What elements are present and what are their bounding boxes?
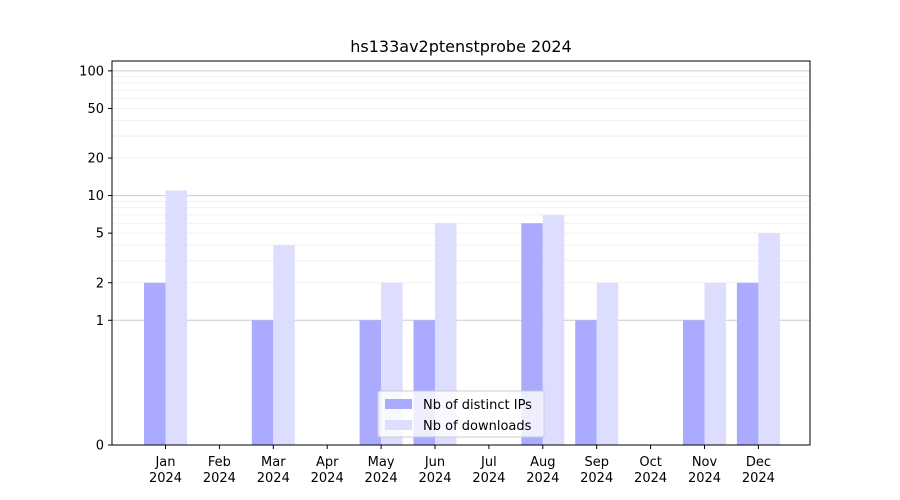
x-tick-label: Mar 2024: [257, 455, 290, 486]
legend-label: Nb of downloads: [423, 419, 532, 434]
y-tick-label: 10: [87, 189, 104, 204]
bar: [683, 320, 705, 445]
x-tick-label: Sep 2024: [580, 455, 613, 486]
x-tick-label: Feb 2024: [203, 455, 236, 486]
bar: [736, 282, 759, 445]
x-axis: Jan 2024 Feb 2024 Mar 2024 Apr 2024 May 2024 Jun 20…: [149, 445, 775, 486]
legend-label: Nb of distinct IPs: [423, 398, 532, 413]
x-tick-label: Oct 2024: [634, 455, 667, 486]
bar: [542, 214, 565, 445]
x-tick-label: Jul 2024: [472, 455, 505, 486]
bar: [251, 320, 274, 445]
y-tick-label: 2: [96, 276, 104, 291]
legend-box: [377, 390, 545, 438]
grid-lines: [112, 70, 810, 321]
bar: [575, 320, 597, 445]
x-tick-label: Jun 2024: [418, 455, 451, 486]
x-tick-label: Apr 2024: [311, 455, 344, 486]
bar: [521, 223, 543, 445]
y-tick-label: 100: [79, 64, 104, 79]
bar: [596, 282, 619, 445]
x-tick-label: Jan 2024: [149, 455, 182, 486]
legend-swatch: [385, 399, 412, 409]
x-tick-label: Nov 2024: [688, 455, 721, 486]
plot-frame: [111, 60, 811, 446]
x-tick-label: Aug 2024: [526, 455, 559, 486]
x-tick-label: Dec 2024: [742, 455, 775, 486]
bar: [359, 320, 382, 445]
y-tick-label: 50: [87, 102, 104, 117]
legend: Nb of distinct IPs Nb of downloads: [377, 390, 545, 438]
y-tick-label: 1: [96, 314, 104, 329]
bar: [704, 282, 726, 445]
y-axis: 0 1 2 5 10 20 50 100: [79, 64, 112, 454]
bar: [758, 233, 780, 445]
legend-swatch: [385, 420, 412, 430]
bar: [435, 223, 457, 445]
chart-title: hs133av2ptenstprobe 2024: [350, 37, 571, 56]
bar: [144, 282, 166, 445]
bar: [273, 245, 295, 445]
x-tick-label: May 2024: [365, 455, 398, 486]
bars: [144, 190, 780, 445]
y-tick-label: 20: [87, 152, 104, 167]
bar: [165, 190, 187, 445]
y-tick-label: 5: [96, 227, 104, 242]
y-tick-label: 0: [96, 439, 104, 454]
